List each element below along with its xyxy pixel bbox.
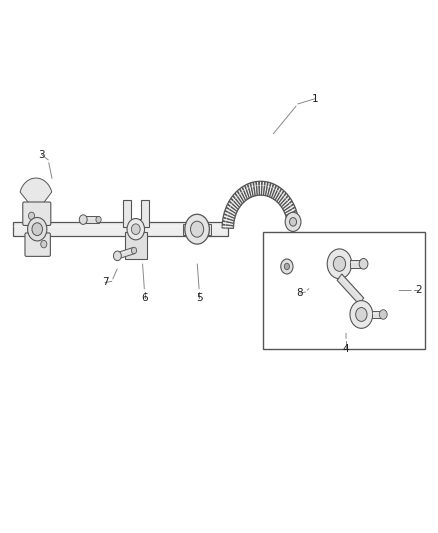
Polygon shape — [251, 182, 256, 196]
FancyBboxPatch shape — [25, 233, 50, 256]
Polygon shape — [281, 198, 292, 209]
Polygon shape — [269, 184, 276, 198]
Polygon shape — [225, 207, 237, 216]
Text: 3: 3 — [38, 150, 45, 159]
Polygon shape — [20, 178, 52, 203]
Polygon shape — [117, 247, 135, 259]
Polygon shape — [228, 201, 239, 212]
Polygon shape — [242, 185, 250, 199]
Circle shape — [359, 259, 368, 269]
Polygon shape — [245, 184, 251, 198]
Polygon shape — [280, 196, 290, 207]
Polygon shape — [284, 204, 295, 214]
Polygon shape — [83, 216, 99, 223]
Circle shape — [290, 217, 297, 226]
Polygon shape — [254, 182, 258, 196]
Circle shape — [285, 212, 301, 231]
Polygon shape — [279, 193, 288, 205]
Circle shape — [191, 221, 204, 237]
Text: 8: 8 — [297, 288, 304, 298]
Circle shape — [28, 217, 47, 241]
Text: 7: 7 — [102, 278, 109, 287]
Polygon shape — [261, 181, 265, 195]
Circle shape — [281, 259, 293, 274]
Polygon shape — [277, 191, 286, 204]
Polygon shape — [229, 198, 240, 209]
Polygon shape — [224, 211, 236, 219]
Polygon shape — [222, 221, 234, 226]
Polygon shape — [287, 217, 299, 223]
Polygon shape — [286, 211, 297, 219]
Polygon shape — [240, 187, 248, 200]
Polygon shape — [125, 232, 147, 259]
Circle shape — [356, 308, 367, 321]
Polygon shape — [183, 224, 211, 235]
Circle shape — [28, 212, 35, 220]
Circle shape — [350, 301, 373, 328]
Text: 5: 5 — [196, 294, 203, 303]
Text: 1: 1 — [312, 94, 319, 103]
Polygon shape — [265, 182, 271, 196]
Polygon shape — [259, 181, 262, 195]
FancyBboxPatch shape — [23, 202, 51, 225]
Circle shape — [127, 219, 145, 240]
Circle shape — [333, 256, 346, 271]
Polygon shape — [283, 201, 293, 212]
Polygon shape — [233, 193, 243, 205]
Circle shape — [113, 251, 121, 261]
Circle shape — [131, 247, 137, 254]
Circle shape — [41, 240, 47, 248]
Polygon shape — [286, 214, 298, 221]
Bar — [263, 232, 425, 349]
Circle shape — [32, 223, 42, 236]
Circle shape — [185, 214, 209, 244]
Polygon shape — [372, 311, 382, 318]
Polygon shape — [223, 214, 235, 221]
Polygon shape — [123, 200, 149, 227]
Polygon shape — [226, 205, 237, 214]
Polygon shape — [285, 207, 296, 216]
Polygon shape — [231, 196, 241, 207]
Polygon shape — [263, 182, 268, 196]
Polygon shape — [337, 274, 364, 304]
Polygon shape — [235, 191, 244, 204]
Circle shape — [327, 249, 352, 279]
Polygon shape — [350, 260, 364, 268]
Polygon shape — [13, 222, 228, 236]
Text: 4: 4 — [343, 344, 350, 354]
Text: 2: 2 — [415, 286, 422, 295]
Circle shape — [79, 215, 87, 224]
Polygon shape — [268, 183, 273, 197]
Circle shape — [131, 224, 140, 235]
Polygon shape — [275, 189, 284, 202]
Polygon shape — [237, 189, 246, 202]
Polygon shape — [272, 185, 279, 199]
Polygon shape — [223, 217, 234, 223]
Circle shape — [284, 263, 290, 270]
Circle shape — [379, 310, 387, 319]
Text: 6: 6 — [141, 294, 148, 303]
Circle shape — [96, 216, 101, 223]
Polygon shape — [248, 183, 254, 197]
Polygon shape — [273, 187, 281, 200]
Polygon shape — [222, 225, 233, 228]
Polygon shape — [256, 181, 260, 195]
